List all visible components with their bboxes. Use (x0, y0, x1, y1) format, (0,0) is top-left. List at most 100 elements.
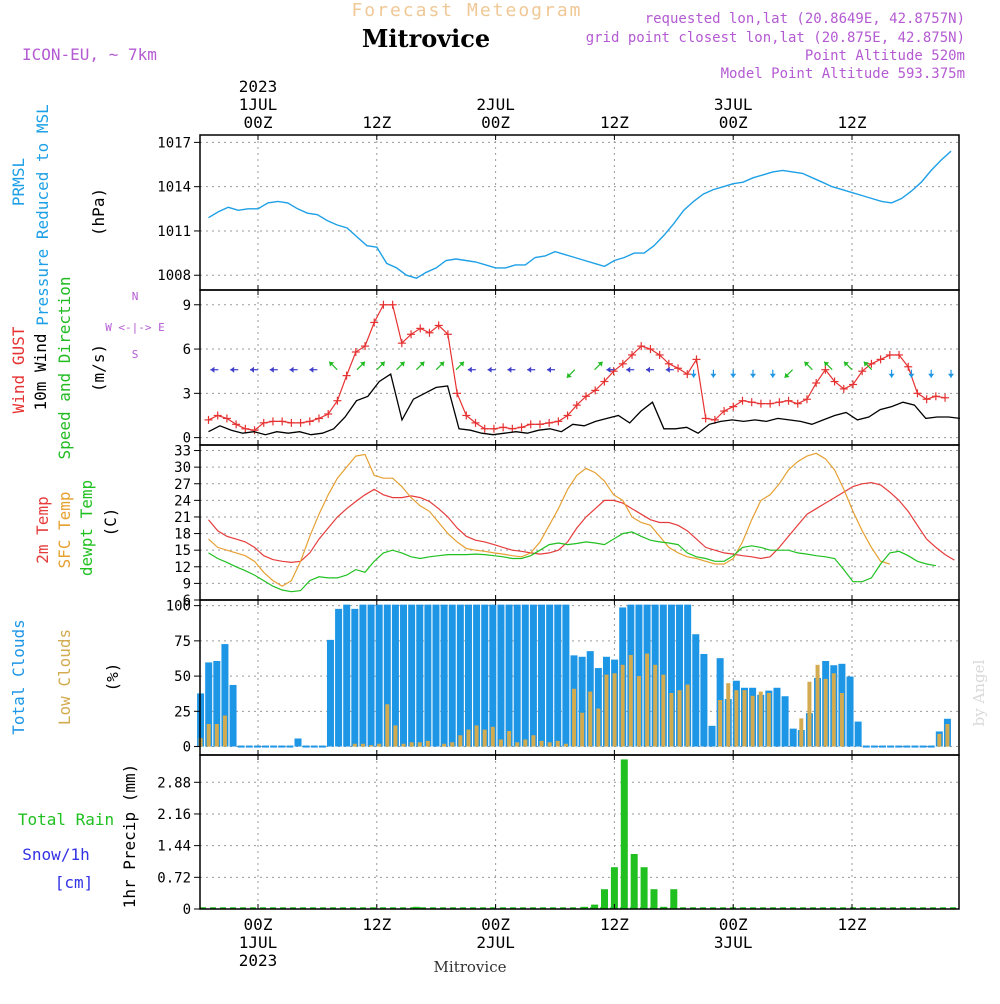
chart-title: Forecast Meteogram (351, 0, 582, 21)
time-label-top: 12Z (838, 113, 867, 132)
time-label-bottom: 2JUL (476, 933, 515, 952)
time-label-top: 00Z (719, 113, 748, 132)
y-tick-label: 9 (183, 576, 191, 592)
wind-arrow-head (566, 372, 572, 378)
low-cloud-bar (661, 674, 666, 747)
total-cloud-bar (903, 745, 911, 748)
wind-arrow-head (269, 366, 274, 373)
low-cloud-bar (474, 725, 479, 747)
total-cloud-bar (391, 604, 399, 747)
wind-arrow-head (487, 366, 492, 373)
wind-arrow-head (459, 361, 464, 367)
total-cloud-bar (497, 604, 505, 747)
low-cloud-bar (498, 739, 503, 747)
total-cloud-bar (335, 608, 343, 747)
y-tick-label: 12 (174, 560, 191, 576)
low-cloud-bar (417, 742, 422, 747)
low-cloud-bar (515, 742, 520, 747)
low-cloud-bar (734, 690, 739, 747)
total-cloud-bar (213, 661, 221, 747)
low-cloud-bar (596, 708, 601, 747)
low-cloud-bar (369, 745, 374, 747)
y-tick-label: 2.16 (157, 807, 191, 823)
time-label-bottom: 12Z (362, 915, 391, 934)
low-cloud-bar (677, 690, 682, 747)
wind-arrow-head (439, 361, 445, 367)
total-cloud-bar (529, 604, 537, 747)
total-clouds-label: Total Clouds (9, 619, 28, 735)
total-cloud-bar (700, 653, 708, 747)
total-cloud-bar (367, 604, 375, 747)
y-tick-label: 100 (166, 599, 191, 615)
sfc-label: SFC Temp (55, 491, 74, 568)
low-cloud-bar (385, 704, 390, 747)
low-cloud-bar (718, 700, 723, 747)
wind-arrow-head (750, 373, 756, 378)
precip-bar (670, 889, 678, 909)
panel-frame (199, 289, 960, 446)
wind-label: 10m Wind (31, 333, 50, 410)
total-cloud-bar (221, 644, 229, 747)
grid-point-coords: grid point closest lon,lat (20.875E, 42.… (586, 30, 965, 46)
gust-label: Wind GUST (9, 326, 28, 413)
low-cloud-bar (669, 693, 674, 747)
model-altitude: Model Point Altitude 593.375m (721, 66, 965, 82)
low-cloud-bar (815, 664, 820, 747)
total-cloud-bar (862, 745, 870, 748)
total-cloud-bar (286, 745, 294, 748)
total-cloud-bar (205, 662, 213, 747)
time-label-top: 12Z (362, 113, 391, 132)
total-cloud-bar (676, 604, 684, 747)
low-cloud-bar (831, 673, 836, 747)
total-cloud-bar (481, 604, 489, 747)
data-layer (197, 150, 960, 909)
total-cloud-bar (708, 725, 716, 747)
panel-frame (199, 134, 960, 291)
wind-unit: (m/s) (89, 344, 108, 392)
y-tick-label: 0 (183, 740, 191, 756)
low-cloud-bar (539, 740, 544, 747)
temp-sfc-line (208, 452, 890, 587)
low-cloud-bar (482, 729, 487, 747)
pressure-unit: (hPa) (89, 188, 108, 236)
y-tick-label: 1.44 (157, 839, 191, 855)
dewpt-label: dewpt Temp (77, 480, 96, 576)
precip-bar (620, 759, 628, 909)
wind-arrow-head (665, 366, 670, 373)
temp-unit: (C) (101, 508, 120, 537)
time-label-bottom: 1JUL (239, 933, 278, 952)
frame-layer: 1008101110141017036969121518212427303302… (157, 77, 960, 970)
wind-arrow-head (690, 373, 697, 378)
precip-bar (412, 906, 420, 909)
low-cloud-bar (507, 731, 512, 747)
time-label-top: 00Z (481, 113, 510, 132)
rain-label: Total Rain (18, 810, 114, 829)
wind-arrow-head (309, 366, 314, 373)
dewpoint-line (208, 531, 937, 593)
wind-arrow-head (379, 361, 385, 367)
low-cloud-bar (458, 735, 463, 747)
wind-arrow-head (467, 366, 472, 373)
low-cloud-bar (604, 674, 609, 747)
total-cloud-bar (294, 738, 302, 747)
low-cloud-bar (425, 740, 430, 747)
low-cloud-bar (726, 683, 731, 747)
total-cloud-bar (684, 604, 692, 747)
y-tick-label: 21 (174, 510, 191, 526)
total-cloud-bar (343, 604, 351, 747)
total-cloud-bar (359, 604, 367, 747)
total-cloud-bar (870, 745, 878, 748)
low-cloud-bar (750, 695, 755, 747)
total-cloud-bar (846, 676, 854, 747)
low-cloud-bar (620, 664, 625, 747)
prmsl-label: PRMSL (9, 158, 28, 206)
total-cloud-bar (489, 604, 497, 747)
total-cloud-bar (464, 604, 472, 747)
total-cloud-bar (919, 745, 927, 748)
low-cloud-bar (580, 712, 585, 747)
wind-arrow-head (419, 361, 425, 367)
y-tick-label: 0.72 (157, 870, 191, 886)
low-cloud-bar (214, 724, 219, 747)
total-cloud-bar (562, 604, 570, 747)
